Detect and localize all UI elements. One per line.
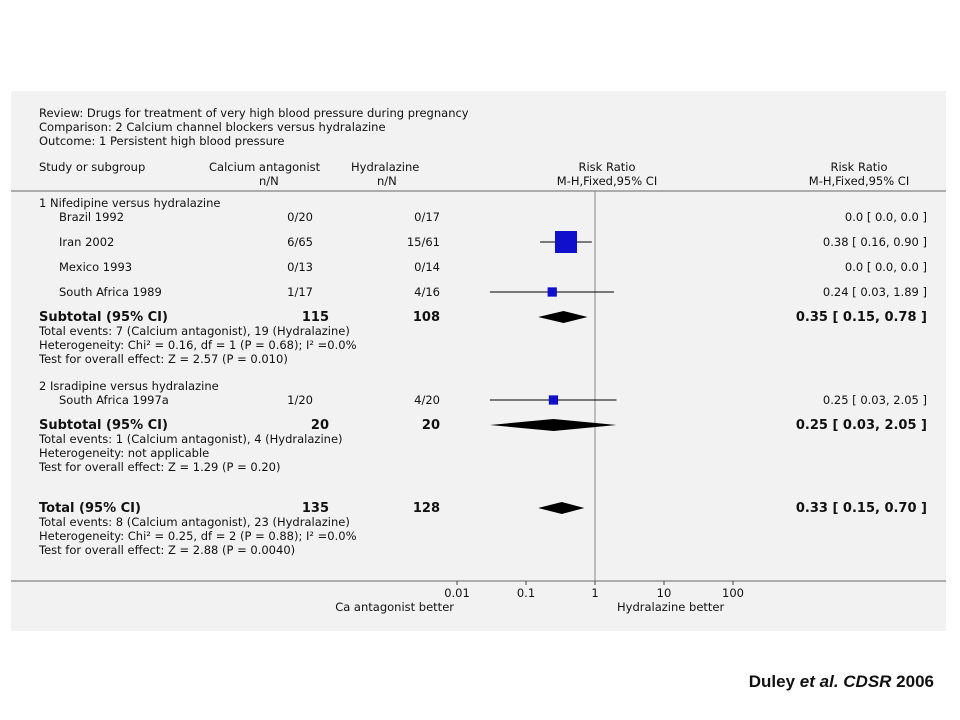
- study-label: South Africa 1989: [59, 285, 162, 299]
- study-marker: [547, 287, 557, 297]
- citation-journal: CDSR: [843, 672, 892, 691]
- study-label: Brazil 1992: [59, 210, 124, 224]
- subgroup-heading: 2 Isradipine versus hydralazine: [39, 379, 219, 393]
- x-left-label: Ca antagonist better: [335, 600, 454, 614]
- col-plot-header: Risk Ratio: [578, 160, 635, 174]
- x-tick-label: 1: [591, 586, 598, 600]
- x-axis: 0.01 0.1 1 10 100: [444, 581, 744, 600]
- x-tick-label: 0.1: [517, 586, 535, 600]
- citation-author: Duley: [748, 672, 800, 691]
- summary-n2: 128: [413, 501, 440, 516]
- study-n2: 4/20: [414, 393, 440, 407]
- summary-note: Heterogeneity: Chi² = 0.25, df = 2 (P = …: [39, 529, 357, 543]
- outcome-line: Outcome: 1 Persistent high blood pressur…: [39, 134, 284, 148]
- summary-n1: 135: [302, 501, 329, 516]
- summary-note: Total events: 1 (Calcium antagonist), 4 …: [38, 432, 343, 446]
- subtotal-label: Subtotal (95% CI): [39, 310, 168, 325]
- study-label: South Africa 1997a: [59, 393, 169, 407]
- study-ci-text: 0.25 [ 0.03, 2.05 ]: [823, 393, 927, 407]
- study-n1: 1/17: [287, 285, 313, 299]
- summary-note: Test for overall effect: Z = 1.29 (P = 0…: [38, 460, 281, 474]
- summary-ci-text: 0.25 [ 0.03, 2.05 ]: [796, 418, 927, 433]
- forest-plot: Review: Drugs for treatment of very high…: [11, 106, 946, 614]
- x-tick-label: 100: [722, 586, 744, 600]
- study-n1: 0/13: [287, 260, 313, 274]
- summary-n1: 115: [302, 310, 329, 325]
- study-n2: 0/17: [414, 210, 440, 224]
- summary-note: Heterogeneity: Chi² = 0.16, df = 1 (P = …: [39, 338, 357, 352]
- forest-plot-panel: Review: Drugs for treatment of very high…: [11, 91, 946, 631]
- review-line: Review: Drugs for treatment of very high…: [39, 106, 469, 120]
- study-n2: 4/16: [414, 285, 440, 299]
- study-ci-text: 0.24 [ 0.03, 1.89 ]: [823, 285, 927, 299]
- summary-note: Heterogeneity: not applicable: [39, 446, 209, 460]
- study-label: Mexico 1993: [59, 260, 132, 274]
- citation-etal: et al.: [799, 672, 839, 691]
- summary-ci-text: 0.35 [ 0.15, 0.78 ]: [796, 310, 927, 325]
- study-ci-text: 0.0 [ 0.0, 0.0 ]: [845, 210, 927, 224]
- study-n1: 0/20: [287, 210, 313, 224]
- col-group1-sub: n/N: [259, 174, 279, 188]
- col-group2-sub: n/N: [377, 174, 397, 188]
- col-est-header: Risk Ratio: [830, 160, 887, 174]
- summary-n2: 20: [422, 418, 440, 433]
- study-ci-text: 0.0 [ 0.0, 0.0 ]: [845, 260, 927, 274]
- subtotal-diamond: [489, 419, 617, 431]
- citation-year: 2006: [891, 672, 934, 691]
- summary-ci-text: 0.33 [ 0.15, 0.70 ]: [796, 501, 927, 516]
- study-ci-text: 0.38 [ 0.16, 0.90 ]: [823, 235, 927, 249]
- col-group1-header: Calcium antagonist: [209, 160, 321, 174]
- study-n2: 15/61: [407, 235, 440, 249]
- total-label: Total (95% CI): [39, 501, 141, 516]
- x-tick-label: 10: [657, 586, 672, 600]
- subtotal-label: Subtotal (95% CI): [39, 418, 168, 433]
- study-marker: [555, 231, 578, 253]
- summary-note: Test for overall effect: Z = 2.57 (P = 0…: [38, 352, 288, 366]
- summary-note: Total events: 7 (Calcium antagonist), 19…: [38, 324, 350, 338]
- subgroup-heading: 1 Nifedipine versus hydralazine: [39, 196, 220, 210]
- x-right-label: Hydralazine better: [617, 600, 724, 614]
- study-label: Iran 2002: [59, 235, 114, 249]
- study-n2: 0/14: [414, 260, 440, 274]
- study-n1: 6/65: [287, 235, 313, 249]
- col-study-header: Study or subgroup: [39, 160, 145, 174]
- col-est-sub: M-H,Fixed,95% CI: [809, 174, 909, 188]
- total-diamond: [538, 502, 585, 514]
- x-tick-label: 0.01: [444, 586, 470, 600]
- summary-note: Total events: 8 (Calcium antagonist), 23…: [38, 515, 350, 529]
- study-n1: 1/20: [287, 393, 313, 407]
- comparison-line: Comparison: 2 Calcium channel blockers v…: [39, 120, 386, 134]
- subtotal-diamond: [538, 311, 588, 323]
- summary-note: Test for overall effect: Z = 2.88 (P = 0…: [38, 543, 295, 557]
- citation: Duley et al. CDSR 2006: [749, 672, 934, 692]
- summary-n1: 20: [311, 418, 329, 433]
- col-plot-sub: M-H,Fixed,95% CI: [557, 174, 657, 188]
- col-group2-header: Hydralazine: [351, 160, 419, 174]
- summary-n2: 108: [413, 310, 440, 325]
- study-marker: [548, 395, 559, 405]
